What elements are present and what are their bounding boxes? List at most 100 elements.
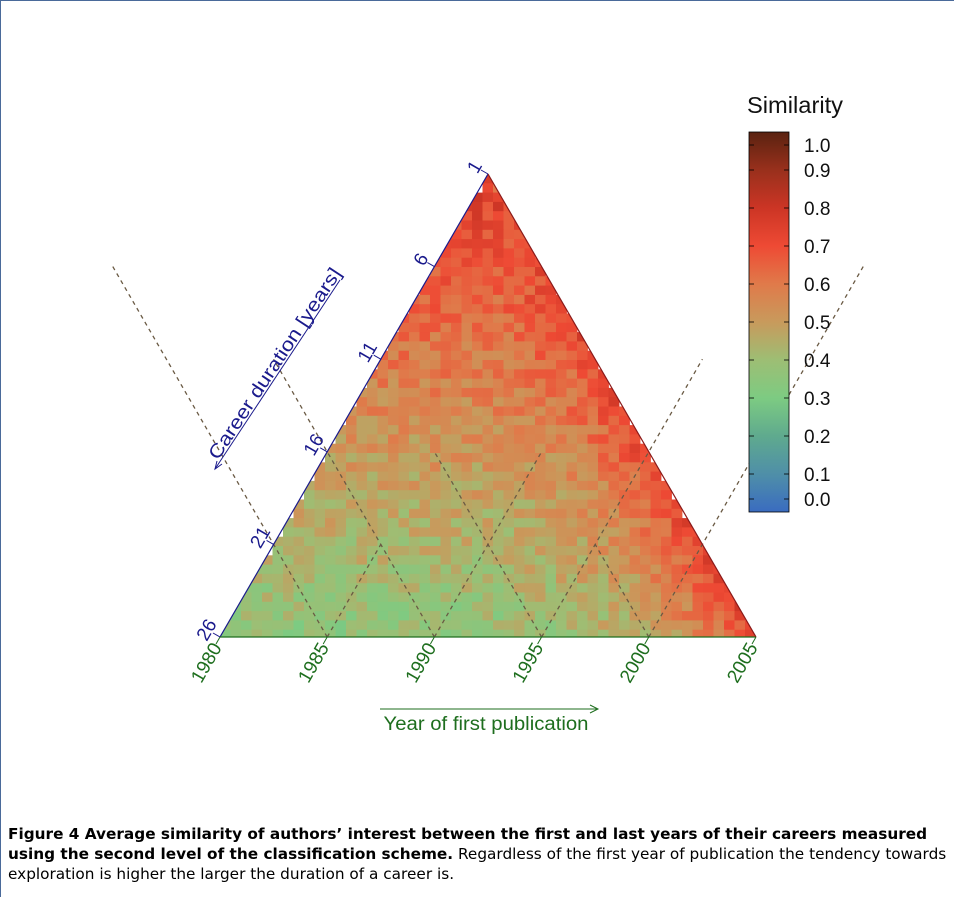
heatmap-cell	[556, 629, 567, 637]
heatmap-cell	[398, 453, 410, 463]
heatmap-cell	[346, 499, 357, 510]
heatmap-cell	[430, 555, 441, 565]
heatmap-cell	[692, 555, 704, 565]
heatmap-cell	[661, 573, 672, 584]
heatmap-cell	[472, 229, 483, 240]
heatmap-cell	[325, 583, 336, 593]
heatmap-cell	[409, 499, 420, 510]
heatmap-cell	[535, 508, 546, 519]
heatmap-cell	[493, 462, 504, 472]
heatmap-cell	[598, 527, 609, 538]
heatmap-cell	[629, 564, 641, 575]
heatmap-cell	[545, 406, 557, 417]
heatmap-cell	[461, 555, 473, 565]
heatmap-cell	[356, 536, 368, 547]
left-axis-edge	[219, 173, 489, 638]
heatmap-cell	[577, 546, 588, 556]
heatmap-cell	[682, 601, 693, 612]
heatmap-cell	[367, 555, 378, 565]
heatmap-cell	[524, 285, 536, 296]
heatmap-cell	[367, 387, 378, 398]
heatmap-cell	[346, 592, 357, 603]
heatmap-cell	[535, 462, 546, 472]
heatmap-cell	[419, 453, 431, 463]
heatmap-cell	[472, 583, 483, 593]
heatmap-cell	[535, 294, 546, 305]
heatmap-cell	[598, 611, 609, 621]
heatmap-cell	[356, 499, 368, 510]
heatmap-cell	[314, 546, 326, 556]
heatmap-cell	[398, 415, 410, 426]
heatmap-cell	[535, 499, 546, 510]
heatmap-cell	[524, 378, 536, 389]
heatmap-cell	[514, 294, 525, 305]
heatmap-cell	[241, 629, 252, 637]
heatmap-cell	[430, 601, 441, 612]
heatmap-cell	[503, 294, 515, 305]
heatmap-cell	[640, 555, 651, 565]
heatmap-cell	[556, 611, 567, 621]
heatmap-cell	[608, 573, 620, 584]
heatmap-cell	[388, 518, 399, 528]
heatmap-cell	[409, 453, 420, 463]
heatmap-cell	[514, 573, 525, 584]
grid-line	[541, 358, 703, 638]
heatmap-cell	[482, 285, 494, 296]
heatmap-cell	[493, 239, 504, 249]
heatmap-cell	[629, 536, 641, 547]
heatmap-cell	[598, 564, 609, 575]
heatmap-cell	[577, 508, 588, 519]
heatmap-cell	[566, 378, 578, 389]
heatmap-cell	[325, 518, 336, 528]
colorbar-tick-label: 0.7	[804, 237, 830, 258]
heatmap-cell	[566, 415, 578, 426]
heatmap-cell	[325, 629, 336, 637]
heatmap-cell	[577, 518, 588, 528]
heatmap-cell	[356, 527, 368, 538]
heatmap-cell	[556, 350, 567, 361]
heatmap-cell	[661, 499, 672, 510]
heatmap-cell	[713, 583, 725, 593]
heatmap-cell	[535, 387, 546, 398]
heatmap-cell	[535, 555, 546, 565]
heatmap-cell	[377, 462, 389, 472]
heatmap-cell	[367, 508, 378, 519]
heatmap-cell	[650, 536, 662, 547]
heatmap-cell	[640, 564, 651, 575]
heatmap-cell	[545, 480, 557, 491]
heatmap-cell	[703, 620, 714, 631]
heatmap-cell	[503, 583, 515, 593]
heatmap-cell	[493, 434, 504, 445]
heatmap-cell	[419, 564, 431, 575]
heatmap-cell	[272, 629, 284, 637]
heatmap-cell	[388, 620, 399, 631]
heatmap-cell	[367, 611, 378, 621]
heatmap-cell	[713, 629, 725, 637]
heatmap-cell	[514, 360, 525, 370]
heatmap-cell	[587, 490, 599, 500]
heatmap-cell	[251, 583, 263, 593]
heatmap-cell	[619, 490, 630, 500]
heatmap-cell	[451, 341, 462, 352]
caption-title: Figure 4 Average similarity of authors’ …	[8, 825, 928, 863]
heatmap-cell	[440, 453, 452, 463]
heatmap-cell	[587, 425, 599, 435]
heatmap-cell	[356, 406, 368, 417]
heatmap-cell	[419, 518, 431, 528]
heatmap-cell	[514, 434, 525, 445]
heatmap-cell	[671, 527, 683, 538]
x-tick-mark	[644, 636, 650, 645]
heatmap-cell	[724, 629, 735, 637]
heatmap-cell	[545, 592, 557, 603]
heatmap-cell	[545, 304, 557, 314]
x-tick-label: 2005	[723, 640, 762, 687]
heatmap-cell	[398, 471, 410, 482]
heatmap-cell	[640, 620, 651, 631]
heatmap-cell	[482, 174, 494, 184]
heatmap-cell	[409, 341, 420, 352]
grid-lines	[112, 266, 864, 638]
heatmap-cell	[356, 443, 368, 454]
heatmap-cell	[304, 583, 315, 593]
heatmap-cell	[304, 527, 315, 538]
heatmap-cell	[640, 471, 651, 482]
